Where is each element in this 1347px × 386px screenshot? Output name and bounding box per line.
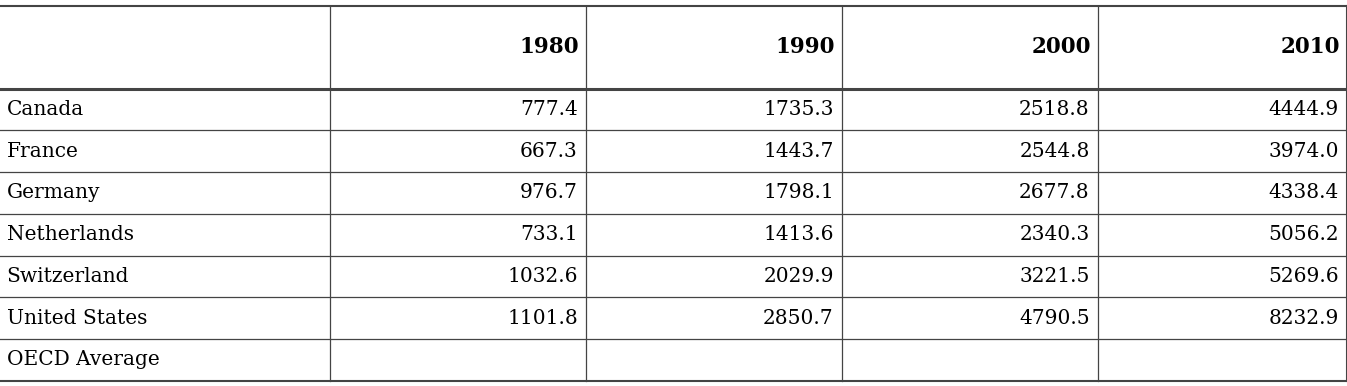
Text: France: France	[7, 142, 78, 161]
Text: Germany: Germany	[7, 183, 100, 203]
Text: 2544.8: 2544.8	[1020, 142, 1090, 161]
Text: 2000: 2000	[1032, 36, 1091, 58]
Text: Netherlands: Netherlands	[7, 225, 133, 244]
Text: 1735.3: 1735.3	[764, 100, 834, 119]
Text: 5269.6: 5269.6	[1269, 267, 1339, 286]
Text: 2850.7: 2850.7	[764, 308, 834, 328]
Text: 1101.8: 1101.8	[506, 308, 578, 328]
Text: OECD Average: OECD Average	[7, 350, 159, 369]
Text: Switzerland: Switzerland	[7, 267, 129, 286]
Text: 733.1: 733.1	[520, 225, 578, 244]
Text: 4338.4: 4338.4	[1269, 183, 1339, 203]
Text: 3221.5: 3221.5	[1020, 267, 1090, 286]
Text: 2029.9: 2029.9	[764, 267, 834, 286]
Text: 777.4: 777.4	[520, 100, 578, 119]
Text: 2010: 2010	[1281, 36, 1340, 58]
Text: 4444.9: 4444.9	[1269, 100, 1339, 119]
Text: Canada: Canada	[7, 100, 84, 119]
Text: 1990: 1990	[776, 36, 835, 58]
Text: 3974.0: 3974.0	[1269, 142, 1339, 161]
Text: 5056.2: 5056.2	[1269, 225, 1339, 244]
Text: 4790.5: 4790.5	[1020, 308, 1090, 328]
Text: 667.3: 667.3	[520, 142, 578, 161]
Text: 2340.3: 2340.3	[1020, 225, 1090, 244]
Text: 1980: 1980	[520, 36, 579, 58]
Text: 1798.1: 1798.1	[762, 183, 834, 203]
Text: 1413.6: 1413.6	[764, 225, 834, 244]
Text: 1443.7: 1443.7	[764, 142, 834, 161]
Text: 976.7: 976.7	[520, 183, 578, 203]
Text: United States: United States	[7, 308, 147, 328]
Text: 1032.6: 1032.6	[508, 267, 578, 286]
Text: 2677.8: 2677.8	[1020, 183, 1090, 203]
Text: 2518.8: 2518.8	[1020, 100, 1090, 119]
Text: 8232.9: 8232.9	[1269, 308, 1339, 328]
